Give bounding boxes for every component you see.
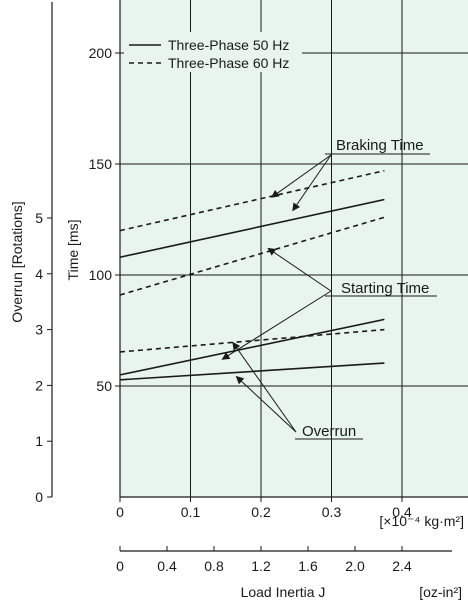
- annotation-arrow-0-1: [292, 154, 332, 212]
- x2-tick-label-0.4: 0.4: [157, 558, 177, 574]
- series-line-braking-time-50hz: [119, 198, 385, 259]
- y1-tick-label-150: 150: [89, 156, 113, 172]
- y2-tick-label-3: 3: [35, 322, 43, 338]
- y-axis-title-time: Time [ms]: [65, 220, 81, 281]
- x2-tick-label-2.0: 2.0: [345, 558, 365, 574]
- annotation-arrow-0-0: [270, 154, 332, 198]
- annotation-arrow-2-1: [235, 375, 297, 433]
- series-layer: [119, 169, 385, 381]
- series-line-overrun-50hz: [119, 362, 385, 381]
- x2-tick-label-0: 0: [116, 558, 124, 574]
- y2-tick-label-4: 4: [35, 266, 43, 282]
- y2-tick-label-0: 0: [35, 489, 43, 505]
- x2-tick-label-2.4: 2.4: [392, 558, 412, 574]
- plot-area: [120, 0, 468, 497]
- x2-tick-label-0.8: 0.8: [204, 558, 224, 574]
- x2-axis-title: Load Inertia J: [241, 584, 326, 600]
- y1-tick-label-100: 100: [89, 267, 113, 283]
- x-tick-label-0.2: 0.2: [251, 504, 271, 520]
- legend: Three-Phase 50 Hz Three-Phase 60 Hz: [124, 32, 302, 72]
- y2-tick-label-1: 1: [35, 433, 43, 449]
- annotation-arrow-1-1: [221, 290, 332, 360]
- x-tick-label-0.4: 0.4: [392, 504, 412, 520]
- series-line-starting-time-50hz: [119, 318, 385, 376]
- y-axis-title-overrun: Overrun [Rotations]: [9, 201, 25, 322]
- grid: [120, 0, 468, 497]
- annotation-overrun: Overrun: [302, 423, 356, 440]
- y2-tick-label-2: 2: [35, 377, 43, 393]
- axes: 0 0.1 0.2 0.3 0.40 0.4 0.8 1.2 1.6 2.0 2.450100150…: [35, 0, 468, 574]
- annotation-braking-time: Braking Time: [336, 137, 424, 154]
- x-tick-label-0.3: 0.3: [322, 504, 342, 520]
- legend-background: [124, 32, 302, 72]
- annotation-starting-time: Starting Time: [341, 280, 429, 297]
- x2-tick-label-1.2: 1.2: [251, 558, 271, 574]
- x-axis-unit: [×10⁻⁴ kg·m²]: [379, 513, 464, 529]
- x-tick-label-0.1: 0.1: [181, 504, 201, 520]
- legend-label-60hz: Three-Phase 60 Hz: [168, 55, 289, 71]
- x-tick-label-0: 0: [116, 504, 124, 520]
- annotation-arrow-1-0: [267, 247, 332, 292]
- y1-tick-label-50: 50: [96, 378, 112, 394]
- series-line-starting-time-60hz: [119, 216, 385, 296]
- series-line-braking-time-60hz: [119, 169, 385, 232]
- y1-tick-label-200: 200: [89, 45, 113, 61]
- annotations: Braking Time Starting Time Overrun: [221, 137, 437, 440]
- x2-axis-unit: [oz-in²]: [419, 584, 462, 600]
- annotation-arrow-2-0: [232, 341, 297, 433]
- legend-label-50hz: Three-Phase 50 Hz: [168, 37, 289, 53]
- x2-tick-label-1.6: 1.6: [298, 558, 318, 574]
- y2-tick-label-5: 5: [35, 210, 43, 226]
